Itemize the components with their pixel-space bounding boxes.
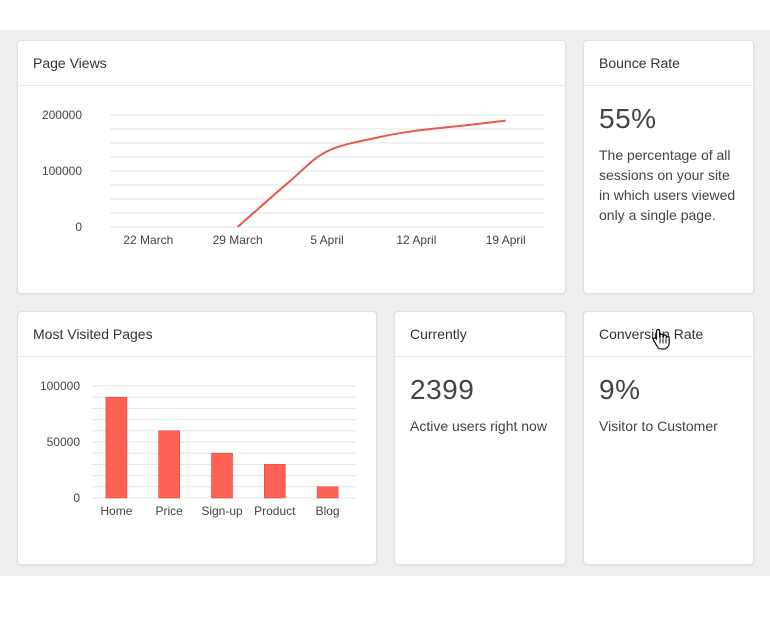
bar-product bbox=[264, 464, 286, 499]
y-tick-label: 100000 bbox=[42, 164, 82, 178]
x-tick-label: 29 March bbox=[213, 233, 263, 247]
conversion-rate-description: Visitor to Customer bbox=[599, 418, 718, 434]
currently-title: Currently bbox=[395, 312, 565, 357]
currently-description: Active users right now bbox=[410, 418, 547, 434]
x-tick-label: Product bbox=[254, 504, 296, 518]
y-tick-label: 0 bbox=[75, 220, 82, 234]
x-tick-label: 19 April bbox=[486, 233, 526, 247]
bar-blog bbox=[316, 486, 339, 499]
y-tick-label: 0 bbox=[73, 491, 80, 505]
page-views-title: Page Views bbox=[18, 41, 565, 86]
x-tick-label: 5 April bbox=[310, 233, 343, 247]
y-tick-label: 100000 bbox=[40, 379, 80, 393]
y-tick-label: 50000 bbox=[47, 435, 81, 449]
bounce-rate-value: 55% bbox=[599, 103, 657, 134]
bar-home bbox=[105, 396, 128, 499]
most-visited-title: Most Visited Pages bbox=[18, 312, 376, 357]
page-views-series-line bbox=[236, 119, 506, 228]
x-tick-label: Blog bbox=[316, 504, 340, 518]
bounce-rate-title: Bounce Rate bbox=[584, 41, 753, 86]
y-tick-label: 200000 bbox=[42, 108, 82, 122]
x-tick-label: Home bbox=[100, 504, 132, 518]
x-tick-label: Price bbox=[156, 504, 184, 518]
conversion-rate-value: 9% bbox=[599, 374, 641, 405]
conversion-rate-title: Conversion Rate bbox=[584, 312, 753, 357]
page-views-line-chart: 0 100000 200000 22 March 29 March 5 April 12 A… bbox=[42, 108, 544, 247]
bar-price bbox=[158, 430, 180, 499]
bar-sign-up bbox=[211, 452, 233, 499]
currently-value: 2399 bbox=[410, 374, 475, 405]
most-visited-bar-chart: 0 50000 100000 Home Price Sign-up Product Blog bbox=[40, 379, 356, 518]
bounce-rate-card: Bounce Rate 55% The percentage of all se… bbox=[583, 40, 754, 294]
x-tick-label: Sign-up bbox=[201, 504, 243, 518]
hand-cursor-icon bbox=[652, 328, 670, 350]
currently-card: Currently 2399 Active users right now bbox=[394, 311, 566, 565]
bounce-rate-description: The percentage of all sessions on your s… bbox=[599, 147, 736, 223]
x-tick-label: 22 March bbox=[123, 233, 173, 247]
x-tick-label: 12 April bbox=[396, 233, 436, 247]
most-visited-card: Most Visited Pages 0 50000 100000 Home Price… bbox=[17, 311, 377, 565]
conversion-rate-card: Conversion Rate 9% Visitor to Customer bbox=[583, 311, 754, 565]
dashboard: Page Views 0 100000 200000 22 March 29 March… bbox=[0, 30, 770, 576]
page-views-card: Page Views 0 100000 200000 22 March 29 March… bbox=[17, 40, 566, 294]
